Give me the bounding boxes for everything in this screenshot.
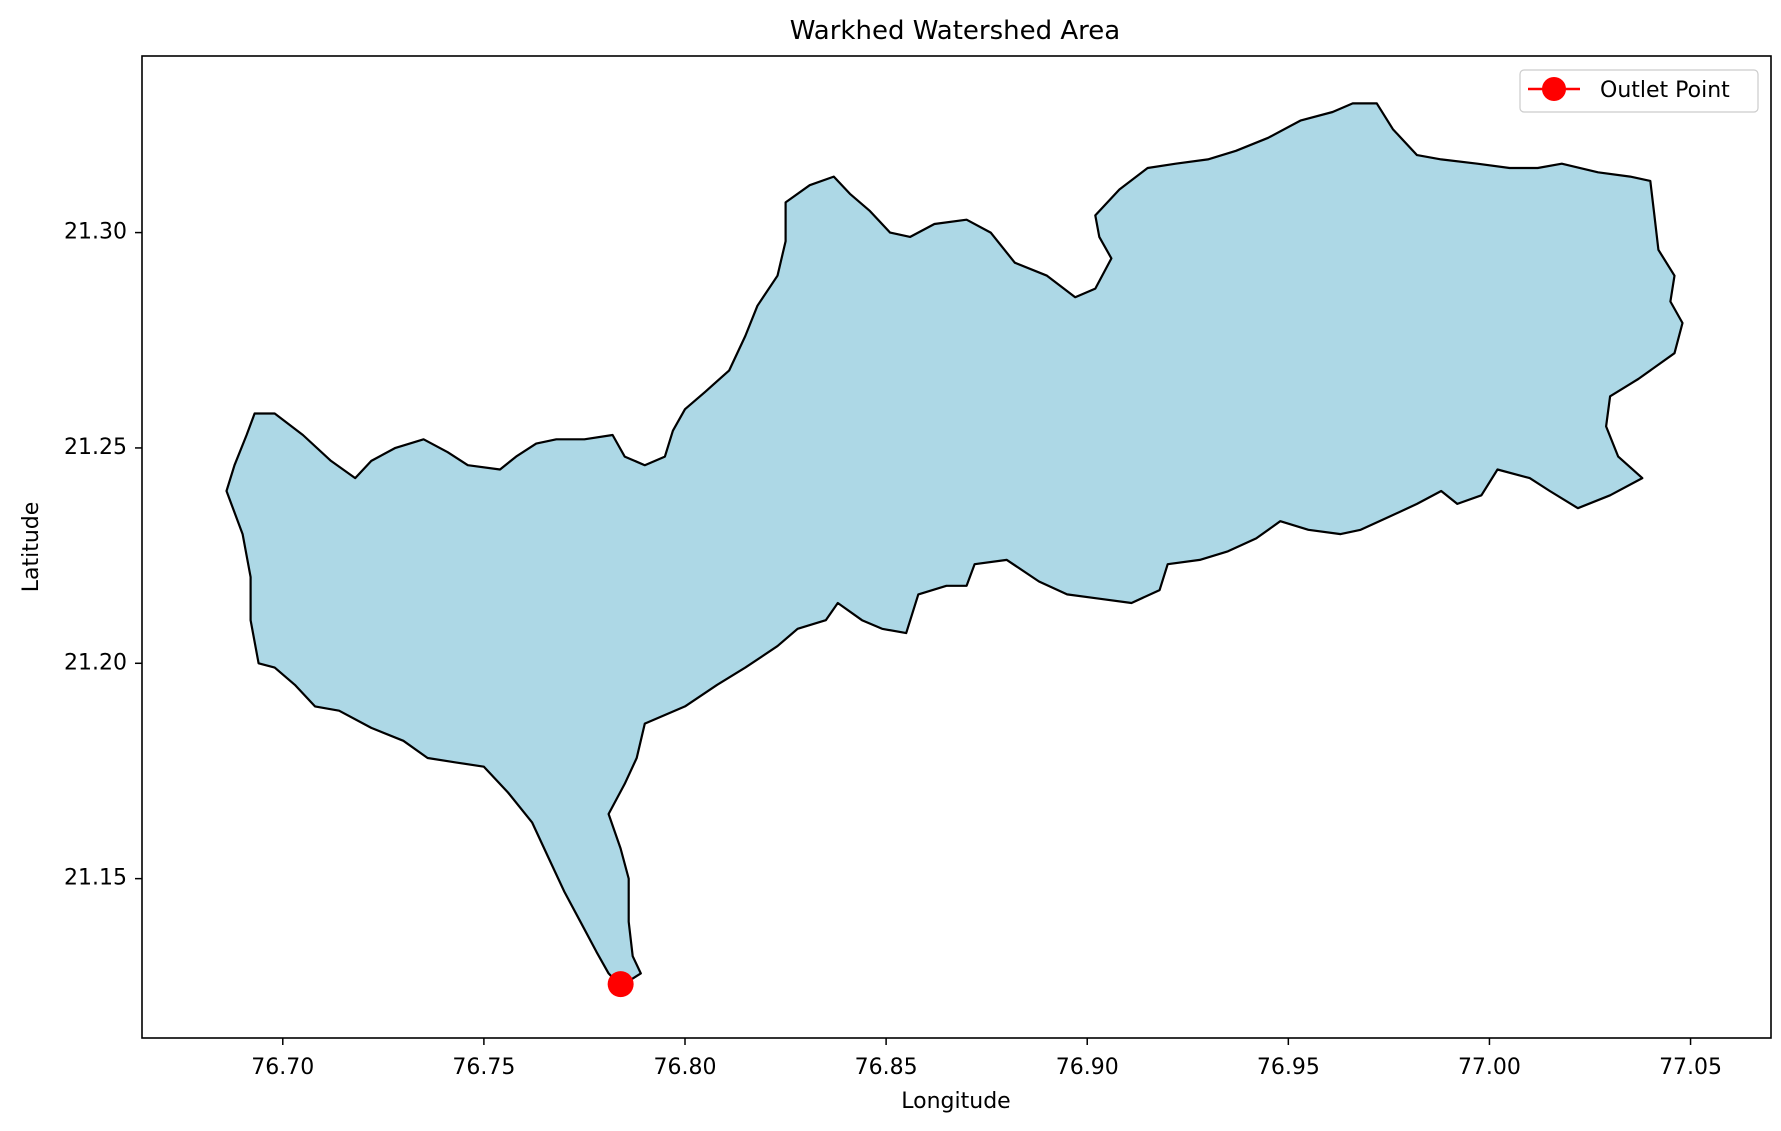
x-tick-label: 76.85 <box>855 1055 918 1080</box>
outlet-point-marker <box>607 971 634 998</box>
legend-marker <box>1542 77 1566 101</box>
x-tick-label: 77.05 <box>1659 1055 1722 1080</box>
x-tick: 77.05 <box>1659 1038 1722 1080</box>
y-tick: 21.30 <box>64 220 142 245</box>
y-tick-label: 21.20 <box>64 650 127 675</box>
y-tick-label: 21.25 <box>64 435 127 460</box>
x-tick: 76.90 <box>1056 1038 1119 1080</box>
y-tick-label: 21.15 <box>64 866 127 891</box>
plot-area <box>141 55 1772 1039</box>
x-axis-label: Longitude <box>901 1089 1010 1114</box>
plot-frame <box>141 55 1772 1039</box>
y-tick: 21.20 <box>64 650 142 675</box>
x-tick: 76.85 <box>855 1038 918 1080</box>
legend-label: Outlet Point <box>1600 78 1730 103</box>
x-tick: 76.80 <box>654 1038 717 1080</box>
x-tick-label: 76.90 <box>1056 1055 1119 1080</box>
x-tick: 77.00 <box>1458 1038 1521 1080</box>
x-axis: 76.70 76.75 76.80 76.85 76.90 76.95 <box>251 1038 1722 1114</box>
x-tick-label: 76.95 <box>1257 1055 1320 1080</box>
y-tick-label: 21.30 <box>64 220 127 245</box>
chart-title: Warkhed Watershed Area <box>790 16 1120 46</box>
x-tick: 76.70 <box>251 1038 314 1080</box>
y-axis: 21.15 21.20 21.25 21.30 Latitude <box>19 220 142 891</box>
legend: Outlet Point <box>1519 69 1759 113</box>
x-tick-label: 77.00 <box>1458 1055 1521 1080</box>
x-tick: 76.95 <box>1257 1038 1320 1080</box>
x-tick-label: 76.70 <box>251 1055 314 1080</box>
x-tick-label: 76.75 <box>452 1055 515 1080</box>
y-tick: 21.25 <box>64 435 142 460</box>
y-axis-label: Latitude <box>19 502 44 593</box>
x-tick: 76.75 <box>452 1038 515 1080</box>
y-tick: 21.15 <box>64 866 142 891</box>
watershed-polygon <box>225 102 1684 988</box>
legend-box <box>1519 69 1759 113</box>
x-tick-label: 76.80 <box>654 1055 717 1080</box>
